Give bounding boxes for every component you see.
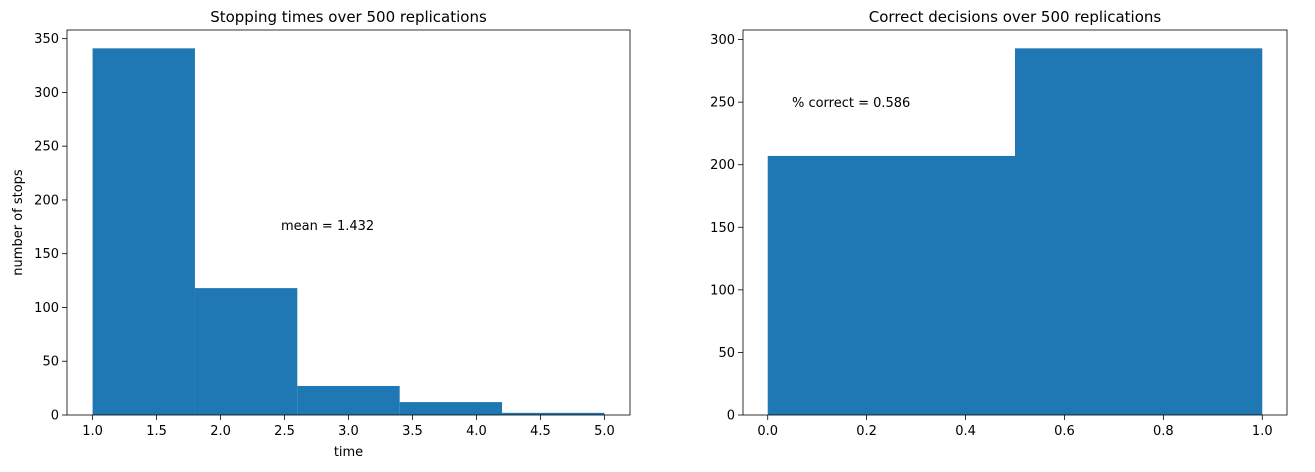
- x-tick-label: 0.8: [1153, 424, 1174, 439]
- x-tick-label: 2.0: [210, 424, 231, 439]
- chart-title: Stopping times over 500 replications: [210, 8, 487, 26]
- x-tick-label: 1.0: [82, 424, 103, 439]
- y-tick-label: 200: [710, 158, 735, 173]
- y-tick-label: 0: [51, 409, 59, 424]
- x-tick-label: 0.2: [856, 424, 877, 439]
- x-tick-label: 4.5: [530, 424, 551, 439]
- x-tick-label: 1.5: [146, 424, 167, 439]
- bar: [502, 412, 605, 415]
- bar: [1015, 48, 1263, 415]
- y-tick-label: 250: [710, 96, 735, 111]
- bar: [399, 402, 503, 415]
- bar: [297, 385, 400, 415]
- y-tick-label: 100: [34, 301, 59, 316]
- y-tick-label: 150: [34, 247, 59, 262]
- annotation: % correct = 0.586: [792, 96, 910, 111]
- y-tick-label: 300: [710, 33, 735, 48]
- bar: [767, 155, 1015, 415]
- y-tick-label: 300: [34, 86, 59, 101]
- y-tick-label: 150: [710, 221, 735, 236]
- x-tick-label: 0.6: [1054, 424, 1075, 439]
- x-axis-label: time: [334, 445, 363, 460]
- bar: [194, 288, 298, 415]
- y-tick-label: 100: [710, 283, 735, 298]
- y-tick-label: 50: [42, 355, 59, 370]
- x-tick-label: 5.0: [594, 424, 615, 439]
- x-tick-label: 1.0: [1252, 424, 1273, 439]
- y-tick-label: 200: [34, 193, 59, 208]
- x-tick-label: 0.0: [757, 424, 778, 439]
- bar: [92, 48, 195, 415]
- y-axis-label: number of stops: [11, 169, 26, 276]
- y-tick-label: 50: [718, 346, 735, 361]
- x-tick-label: 3.0: [338, 424, 359, 439]
- y-tick-label: 350: [34, 32, 59, 47]
- plot-frame: [742, 29, 1288, 416]
- x-tick-label: 0.4: [955, 424, 976, 439]
- annotation: mean = 1.432: [281, 219, 374, 234]
- x-tick-label: 2.5: [274, 424, 295, 439]
- x-tick-label: 3.5: [402, 424, 423, 439]
- chart-title: Correct decisions over 500 replications: [869, 8, 1162, 26]
- y-tick-label: 250: [34, 140, 59, 155]
- y-tick-label: 0: [727, 409, 735, 424]
- x-tick-label: 4.0: [466, 424, 487, 439]
